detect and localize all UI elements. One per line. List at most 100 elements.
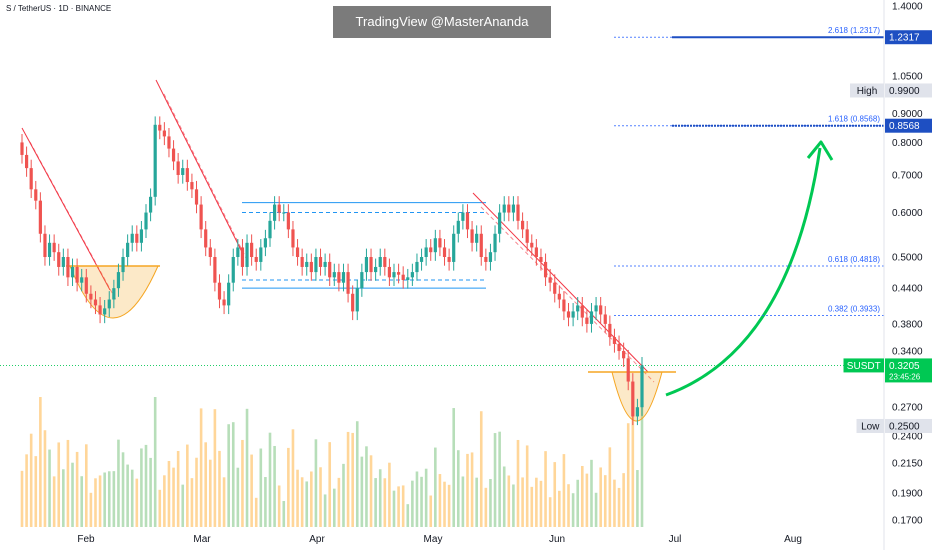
volume-bar <box>140 448 143 527</box>
candle-body <box>204 229 208 248</box>
volume-bar <box>535 477 538 527</box>
candle-body <box>383 257 387 267</box>
volume-bar <box>342 463 345 527</box>
candle-body <box>80 277 84 283</box>
volume-bar <box>397 486 400 527</box>
volume-bar <box>576 479 580 527</box>
volume-bar <box>39 397 42 527</box>
price-tag-name-box <box>850 83 884 98</box>
volume-bar <box>287 447 290 527</box>
volume-bar <box>374 478 377 527</box>
watermark: TradingView @MasterAnanda <box>333 6 551 38</box>
volume-bar <box>121 452 125 527</box>
volume-bar <box>80 476 84 527</box>
candle-body <box>93 299 98 306</box>
candle-body <box>323 261 327 267</box>
volume-bar <box>75 451 79 527</box>
volume-bar <box>181 484 185 527</box>
x-tick-label: May <box>424 534 443 545</box>
x-tick-label: Mar <box>193 534 211 545</box>
candle-body <box>585 317 589 324</box>
volume-bar <box>107 471 111 527</box>
candle-body <box>148 196 153 213</box>
candle-body <box>406 277 410 280</box>
volume-bar <box>392 490 396 527</box>
volume-bar <box>401 485 405 527</box>
volume-bar <box>112 471 116 527</box>
volume-bar <box>332 488 336 527</box>
volume-bar <box>62 469 65 527</box>
price-tag-box <box>885 83 932 98</box>
candle-body <box>217 282 222 300</box>
volume-bar <box>195 457 198 527</box>
candle-body <box>240 247 245 267</box>
volume-bar <box>167 460 171 527</box>
candle-body <box>346 272 350 294</box>
candle-body <box>268 220 272 239</box>
candle-body <box>171 148 176 162</box>
price-tag: 0.9900 High <box>850 83 932 98</box>
volume-bar <box>144 444 148 527</box>
candle-body <box>116 272 121 289</box>
candle-body <box>401 274 405 280</box>
x-tick-label: Jul <box>669 534 682 545</box>
countdown: 23:45:26 <box>889 372 921 381</box>
candle-body <box>603 314 607 324</box>
candle-body <box>470 229 474 243</box>
price-axis: 1.4000 1.0500 0.9900 0.9000 0.8000 0.7000 0.60… <box>892 2 923 527</box>
candle-body <box>534 247 538 258</box>
candle-body <box>227 282 231 306</box>
candle-body <box>181 168 185 175</box>
volume-bar <box>241 439 244 527</box>
volume-bar <box>355 421 359 527</box>
candle-body <box>479 233 483 258</box>
candle-body <box>351 293 355 312</box>
symbol-title: S / TetherUS · 1D · BINANCE <box>6 4 112 13</box>
volume-bar <box>429 495 433 527</box>
volume-bar <box>365 446 368 527</box>
candle-body <box>520 220 525 230</box>
candle-body <box>599 305 603 315</box>
candle-body <box>84 277 88 294</box>
volume-bar <box>443 481 446 527</box>
candle-body <box>626 358 630 382</box>
candle-body <box>107 299 111 309</box>
volume-bar <box>66 439 70 527</box>
candle-body <box>493 233 497 253</box>
candle-body <box>465 212 470 230</box>
volume-bar <box>502 466 506 527</box>
volume-bar <box>599 467 602 527</box>
fib-label: 1.618 (0.8568) <box>828 115 880 124</box>
candle-body <box>38 200 42 234</box>
candle-body <box>516 204 520 221</box>
volume-bar <box>186 444 189 527</box>
candle-body <box>250 242 254 258</box>
fib-label: 0.618 (0.4818) <box>828 255 880 264</box>
volume-bar <box>617 487 621 527</box>
candle-body <box>158 124 162 131</box>
candle-body <box>539 257 543 262</box>
y-tick-label: 0.2700 <box>892 403 923 414</box>
drawings <box>0 79 884 422</box>
volume-bar <box>323 494 327 527</box>
volume-bar <box>516 439 520 527</box>
volume-bar <box>277 485 281 527</box>
volume-bar <box>103 472 106 527</box>
volume-bar <box>319 467 322 527</box>
fib-label: 2.618 (1.2317) <box>828 26 880 35</box>
volume-bar <box>447 484 451 527</box>
volume-bar <box>461 476 465 527</box>
candle-body <box>452 233 456 262</box>
candle-body <box>608 323 612 338</box>
volume-bar <box>57 442 61 527</box>
candle-body <box>126 242 130 258</box>
candle-body <box>254 257 258 262</box>
candle-body <box>89 293 93 300</box>
volume-bar <box>411 480 414 527</box>
volume-bar <box>204 442 208 527</box>
volume-bars <box>20 397 644 527</box>
volume-bar <box>20 470 24 527</box>
candle-body <box>309 261 313 273</box>
y-tick-label: 0.1700 <box>892 516 923 527</box>
